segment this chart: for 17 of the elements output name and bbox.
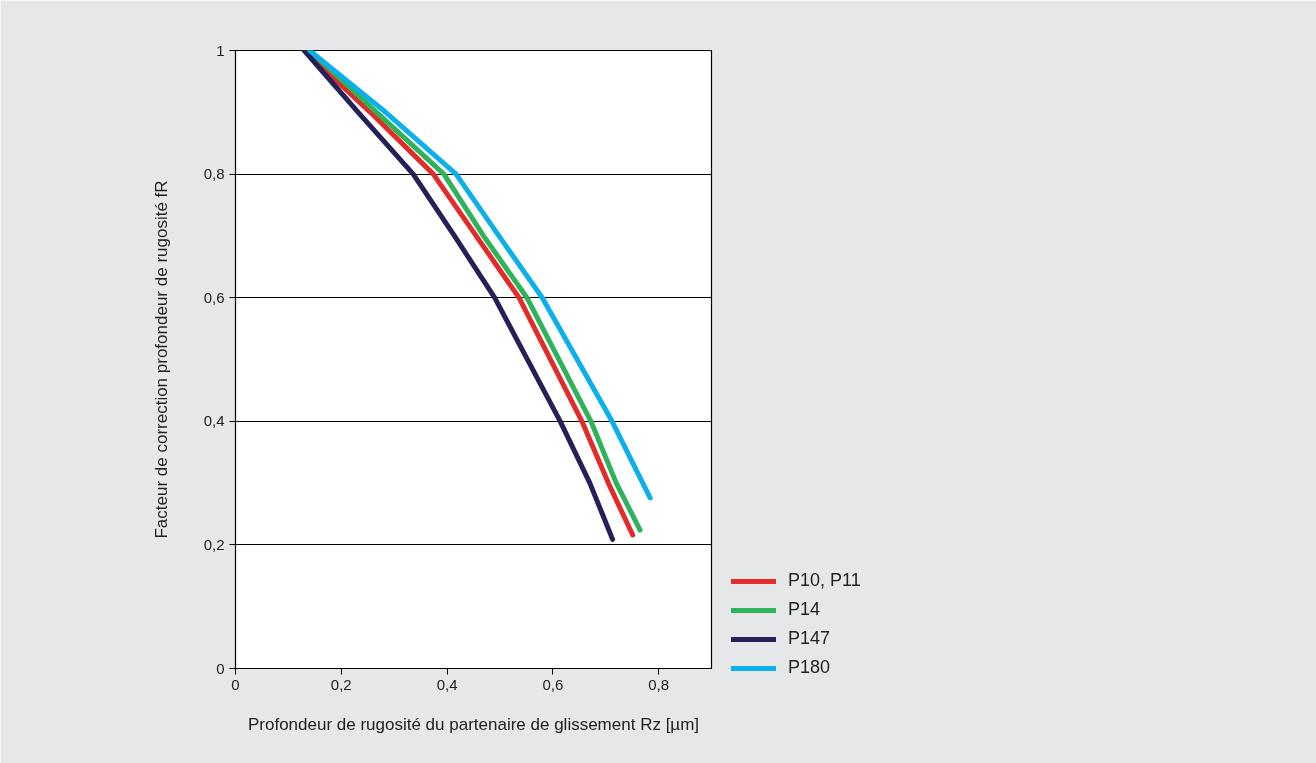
x-tick-label: 0 [231,675,240,693]
y-axis-title: Facteur de correction profondeur de rugosité fR [151,180,171,539]
y-tick-label: 0 [216,659,225,677]
y-tick-label: 0,8 [203,165,225,183]
y-tick-label: 1 [216,41,225,59]
legend-label: P10, P11 [788,570,861,591]
x-tick-label: 0,4 [436,675,458,693]
y-tick-label: 0,4 [203,412,225,430]
legend-label: P180 [788,657,831,678]
x-tick-label: 0,6 [542,675,564,693]
x-tick-label: 0,2 [330,675,352,693]
y-tick-label: 0,2 [203,535,225,553]
legend-label: P14 [788,599,821,620]
x-tick-label: 0,8 [648,675,670,693]
legend-label: P147 [788,628,831,649]
x-axis-title: Profondeur de rugosité du partenaire de glissement Rz [µm] [247,714,700,734]
y-tick-label: 0,6 [203,288,225,306]
